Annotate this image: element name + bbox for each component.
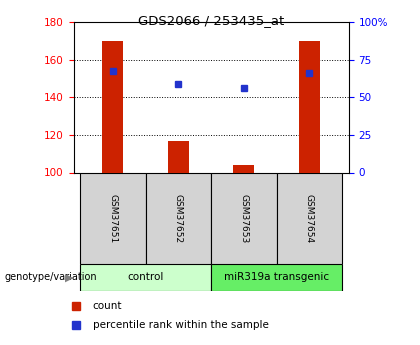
Bar bbox=[299, 41, 320, 172]
Bar bbox=[211, 172, 276, 264]
Bar bbox=[276, 172, 342, 264]
Bar bbox=[80, 264, 211, 291]
Text: control: control bbox=[127, 273, 164, 282]
Text: GSM37652: GSM37652 bbox=[174, 194, 183, 243]
Bar bbox=[80, 172, 146, 264]
Text: genotype/variation: genotype/variation bbox=[4, 273, 97, 282]
Bar bbox=[102, 41, 123, 172]
Bar bbox=[234, 165, 254, 172]
Text: GSM37653: GSM37653 bbox=[239, 194, 248, 243]
Text: GDS2066 / 253435_at: GDS2066 / 253435_at bbox=[138, 14, 284, 27]
Bar bbox=[168, 141, 189, 172]
Bar bbox=[211, 264, 342, 291]
Text: miR319a transgenic: miR319a transgenic bbox=[224, 273, 329, 282]
Text: GSM37654: GSM37654 bbox=[305, 194, 314, 243]
Text: count: count bbox=[93, 301, 122, 311]
Text: percentile rank within the sample: percentile rank within the sample bbox=[93, 321, 268, 330]
Bar bbox=[146, 172, 211, 264]
Text: ▶: ▶ bbox=[65, 273, 73, 282]
Text: GSM37651: GSM37651 bbox=[108, 194, 117, 243]
